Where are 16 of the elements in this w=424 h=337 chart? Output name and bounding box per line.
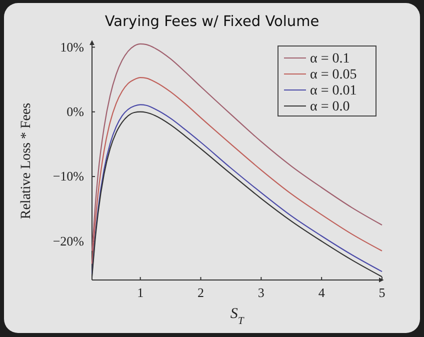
x-tick-label: 4	[318, 285, 326, 300]
y-tick-label: −20%	[52, 233, 84, 248]
x-tick-label: 5	[378, 285, 386, 300]
legend-label: α = 0.05	[310, 68, 357, 82]
x-tick-label: 2	[198, 285, 204, 300]
legend-label: α = 0.01	[310, 84, 357, 98]
chart-title: Varying Fees w/ Fixed Volume	[104, 14, 320, 30]
y-axis-title: Relative Loss * Fees	[19, 102, 34, 220]
y-tick-label: 10%	[60, 39, 84, 54]
x-tick-label: 1	[137, 285, 144, 300]
legend-label: α = 0.1	[310, 52, 350, 66]
y-tick-label: −10%	[52, 168, 84, 184]
legend-label: α = 0.0	[310, 100, 350, 114]
y-tick-label: 0%	[66, 104, 84, 120]
x-axis-title: S$_{T}$	[230, 306, 245, 326]
x-tick-label: 3	[258, 285, 264, 300]
